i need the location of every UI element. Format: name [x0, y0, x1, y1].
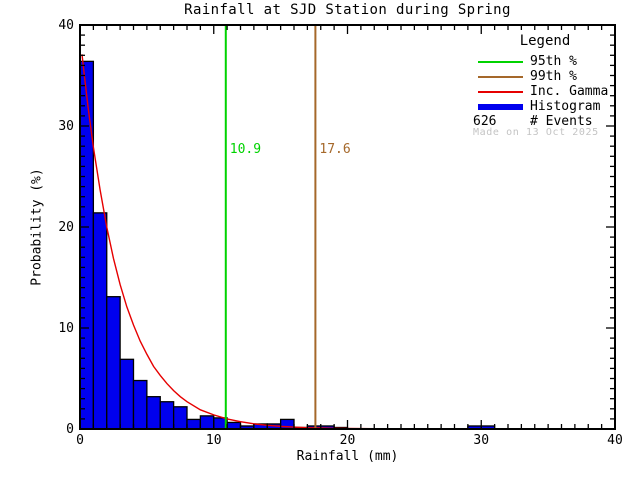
events-count: 626 [473, 114, 497, 129]
legend-label-histogram: Histogram [530, 99, 601, 114]
histogram-bar [119, 358, 135, 430]
x-tick-label: 0 [76, 433, 84, 448]
histogram-bar [186, 418, 202, 430]
histogram-bar [159, 401, 175, 430]
percentile-95-value-label: 10.9 [229, 142, 262, 157]
y-tick-label: 40 [58, 18, 74, 33]
y-tick-label: 30 [58, 119, 74, 134]
histogram-bar [146, 396, 161, 430]
legend-item-gamma: Inc. Gamma [473, 84, 608, 99]
legend-histogram-swatch-icon [478, 103, 523, 110]
legend-item-95th: 95th % [473, 54, 608, 69]
legend-line-95th-icon [478, 60, 523, 63]
histogram-bar [106, 296, 121, 430]
x-tick-label: 10 [205, 433, 222, 448]
x-tick-label: 20 [339, 433, 356, 448]
x-tick-label: 40 [607, 433, 623, 448]
x-tick-label: 30 [473, 433, 490, 448]
histogram-bar [92, 212, 108, 430]
percentile-99-value-label: 17.6 [319, 142, 351, 157]
legend-title: Legend [519, 33, 571, 49]
legend: 95th % 99th % Inc. Gamma Histogram 626 #… [473, 54, 608, 129]
histogram-bar [199, 415, 215, 430]
legend-item-events: 626 # Events [473, 114, 608, 129]
histogram-bar [172, 406, 188, 430]
legend-label-95th: 95th % [530, 54, 577, 69]
legend-item-99th: 99th % [473, 69, 608, 84]
legend-label-gamma: Inc. Gamma [530, 84, 609, 99]
y-tick-label: 10 [58, 321, 74, 336]
histogram-bar [132, 379, 148, 430]
legend-label-99th: 99th % [530, 69, 577, 84]
y-tick-label: 20 [58, 220, 74, 235]
made-on-stamp: Made on 13 Oct 2025 [473, 127, 599, 138]
legend-item-histogram: Histogram [473, 99, 608, 114]
chart-title: Rainfall at SJD Station during Spring [184, 2, 511, 18]
events-label: # Events [530, 114, 593, 129]
legend-line-gamma-icon [478, 90, 523, 93]
legend-line-99th-icon [478, 75, 523, 78]
y-tick-label: 0 [66, 422, 74, 437]
x-axis-label: Rainfall (mm) [296, 449, 399, 464]
